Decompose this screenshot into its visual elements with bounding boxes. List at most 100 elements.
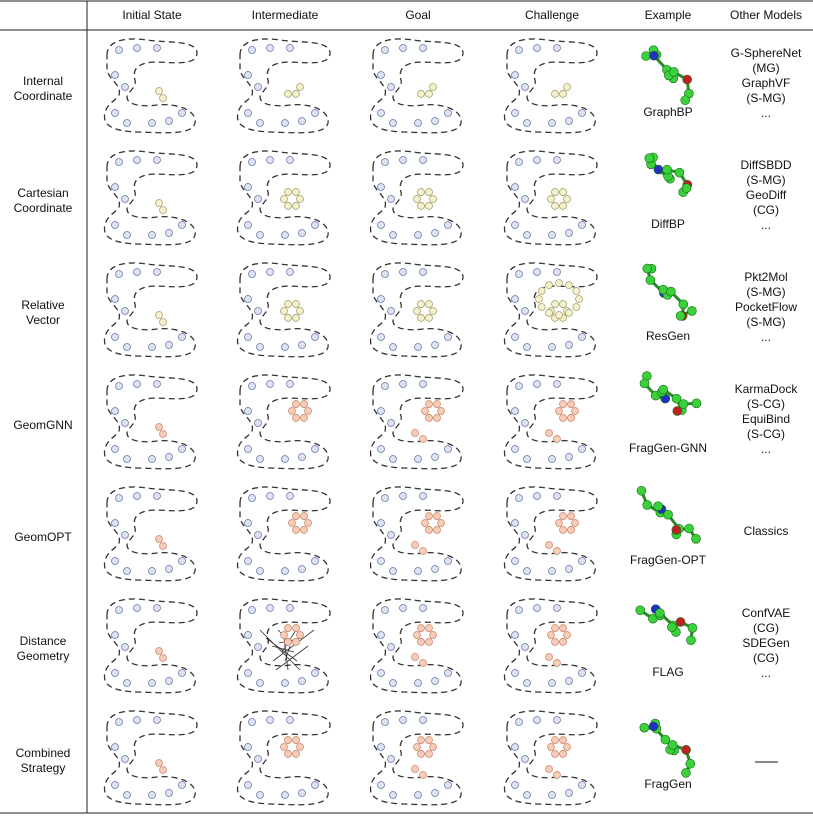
atom	[284, 624, 292, 632]
atom	[159, 94, 167, 102]
pocket	[503, 598, 598, 694]
atom	[635, 605, 646, 616]
example-name: FLAG	[652, 665, 684, 679]
pocket	[503, 38, 598, 134]
atom	[425, 736, 433, 744]
atom	[425, 750, 433, 758]
atom	[433, 400, 441, 408]
other-model: KarmaDock	[734, 381, 798, 396]
atom	[545, 429, 553, 437]
atom	[535, 295, 543, 303]
atom	[284, 300, 292, 308]
atom	[159, 654, 167, 662]
example-name: ResGen	[645, 329, 691, 343]
atom	[292, 736, 300, 744]
atom	[553, 771, 561, 779]
atom	[425, 90, 433, 98]
bond	[275, 645, 309, 671]
atom	[551, 202, 559, 210]
atom	[417, 314, 425, 322]
atom	[687, 306, 697, 316]
atom	[537, 287, 546, 295]
atom	[425, 624, 433, 632]
atom	[572, 303, 581, 311]
column-header: Intermediate	[251, 8, 319, 22]
atom	[288, 407, 296, 415]
atom	[300, 526, 308, 534]
atom	[288, 519, 296, 527]
other-model: ...	[760, 441, 771, 456]
atom	[668, 67, 679, 77]
atom	[425, 300, 433, 308]
atom	[685, 758, 696, 769]
atom	[433, 526, 441, 534]
column-header: Initial State	[122, 8, 182, 22]
row-label: GeomGNN	[13, 417, 73, 432]
atom	[419, 659, 427, 667]
other-model: (S-CG)	[747, 426, 785, 441]
atom	[575, 295, 583, 303]
atom	[567, 414, 575, 422]
atom	[425, 512, 433, 520]
atom	[417, 300, 425, 308]
atom	[284, 90, 292, 98]
atom	[555, 407, 563, 415]
atom	[425, 188, 433, 196]
atom	[674, 167, 685, 178]
pocket	[503, 710, 598, 806]
atom	[155, 647, 163, 655]
pocket	[369, 598, 464, 694]
atom	[292, 624, 300, 632]
atom	[559, 638, 567, 646]
atom	[563, 631, 571, 639]
atom	[551, 300, 559, 308]
atom	[292, 400, 300, 408]
atom	[292, 314, 300, 322]
pocket	[103, 710, 198, 806]
atom	[675, 617, 686, 627]
atom	[681, 768, 691, 778]
atom	[691, 533, 701, 544]
atom	[687, 623, 698, 633]
pocket	[369, 38, 464, 134]
atom	[292, 750, 300, 758]
atom	[300, 400, 308, 408]
atom	[433, 414, 441, 422]
atom	[411, 429, 419, 437]
atom	[547, 631, 555, 639]
atom	[545, 541, 553, 549]
atom	[551, 750, 559, 758]
other-model: ...	[760, 217, 771, 232]
other-model: EquiBind	[741, 411, 791, 426]
atom	[545, 281, 553, 290]
atom	[641, 51, 651, 61]
atom	[425, 526, 433, 534]
atom	[545, 653, 553, 661]
atom	[653, 501, 663, 512]
atom	[425, 202, 433, 210]
column-header: Challenge	[524, 8, 580, 22]
column-header: Example	[644, 8, 692, 22]
atom	[421, 407, 429, 415]
atom	[296, 743, 304, 751]
atom	[411, 653, 419, 661]
other-model: ...	[760, 665, 771, 680]
atom	[417, 736, 425, 744]
atom	[284, 736, 292, 744]
other-model: (CG)	[753, 202, 779, 217]
atom	[551, 638, 559, 646]
atom	[559, 90, 567, 98]
pocket	[236, 486, 331, 582]
bond	[272, 629, 315, 662]
atom	[655, 608, 665, 618]
other-model: (CG)	[753, 620, 779, 635]
atom	[567, 512, 575, 520]
atom	[159, 542, 167, 550]
atom	[678, 299, 689, 310]
atom	[296, 307, 304, 315]
atom	[417, 750, 425, 758]
atom	[292, 512, 300, 520]
atom	[563, 195, 571, 203]
atom	[421, 519, 429, 527]
